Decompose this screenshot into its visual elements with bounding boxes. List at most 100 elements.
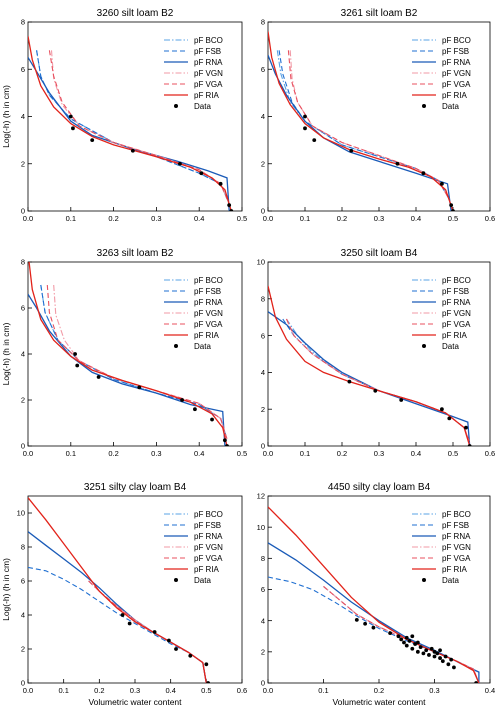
x-tick-label: 0.5 [237,214,247,223]
data-point [206,681,211,683]
y-axis-label: Log(-h) (h in cm) [1,322,11,385]
data-point [388,631,392,636]
series-line-pf-fsb [28,566,207,683]
x-tick-label: 0.5 [201,686,211,695]
legend-label: pF BCO [194,36,223,45]
x-tick-label: 0.4 [411,449,421,458]
data-point [467,444,472,446]
x-tick-label: 0.1 [318,686,328,695]
chart-panel-2: 3261 silt loam B2 0.0 0.1 0.2 0.3 0.4 0.5 0.6 0 2… [261,8,495,223]
x-tick-label: 0.5 [448,214,458,223]
data-point [447,416,452,421]
data-point [421,651,426,656]
data-point [222,438,227,443]
data-point [395,161,400,166]
data-point [188,653,193,658]
data-point [120,613,125,617]
data-point [199,171,204,176]
legend-label: pF BCO [442,276,471,285]
y-tick-label: 4 [21,112,25,121]
plot-area [28,497,211,683]
y-tick-label: 6 [261,585,265,594]
data-point [415,640,420,645]
data-point [227,203,232,207]
legend-label: pF RIA [194,331,220,340]
x-tick-label: 0.0 [263,449,273,458]
data-point [440,407,444,412]
series-line-pf-ria [28,262,228,446]
y-tick-label: 10 [257,258,265,267]
data-point [312,138,317,143]
x-tick-label: 0.5 [237,449,247,458]
data-point [371,625,376,630]
x-tick-label: 0.0 [23,686,33,695]
data-point [415,649,420,654]
chart-panel-3: 3263 silt loam B2 0.0 0.1 0.2 0.3 0.4 0.5 0 2 4 6 8… [1,248,247,458]
x-tick-label: 0.4 [165,686,175,695]
data-point [407,639,412,643]
x-axis-label: Volumetric water content [88,697,182,707]
series-line-pf-fsb [268,576,480,683]
series-line-pf-rna [268,311,471,446]
y-tick-label: 4 [261,368,265,377]
data-point [435,651,440,656]
series-line-pf-ria [28,36,232,211]
x-tick-label: 0.4 [411,214,421,223]
y-axis-label: Log(-h) (h in cm) [1,558,11,621]
legend-marker [174,578,178,582]
data-point [449,657,454,662]
data-point [443,654,448,659]
chart-panel-5: 3251 silty clay loam B4 0.0 0.1 0.2 0.3 0.4 0.… [1,482,247,707]
y-tick-label: 2 [261,159,265,168]
x-tick-label: 0.2 [337,449,347,458]
series-line-pf-ria [28,497,207,683]
data-point [410,646,415,651]
chart-title: 3261 silt loam B2 [341,8,418,19]
data-point [432,654,437,659]
y-tick-label: 4 [21,350,25,359]
legend: pF BCO pF FSB pF RNA pF VGN pF VGA pF RIA Data [412,276,471,351]
data-point [303,126,307,131]
legend-label: pF BCO [442,510,471,519]
y-tick-label: 0 [21,207,25,216]
y-tick-label: 12 [257,492,265,501]
legend-label: pF VGN [194,69,223,78]
x-tick-label: 0.3 [374,449,384,458]
data-point [449,203,454,207]
x-tick-label: 0.2 [374,686,384,695]
legend-label: pF VGN [194,543,223,552]
legend: pF BCO pF FSB pF RNA pF VGN pF VGA pF RIA Data [412,36,471,111]
y-tick-label: 6 [261,65,265,74]
data-point [193,407,197,412]
x-tick-label: 0.1 [58,686,68,695]
legend-label: pF FSB [442,287,469,296]
data-point [178,161,182,166]
data-point [71,126,75,131]
data-point [452,665,456,670]
x-tick-label: 0.0 [23,214,33,223]
x-tick-label: 0.6 [237,686,247,695]
y-tick-label: 6 [21,304,25,313]
x-tick-label: 0.6 [485,214,495,223]
data-point [464,425,468,430]
y-tick-label: 0 [261,442,265,451]
series-line-pf-vgn [88,580,207,683]
series-line-pf-ria [268,506,480,683]
y-tick-label: 4 [261,112,265,121]
x-tick-label: 0.5 [448,449,458,458]
data-point [421,171,426,176]
data-point [204,662,209,667]
legend-marker [422,344,426,348]
legend-label: pF VGA [194,80,223,89]
data-point [349,148,354,153]
data-point [440,659,445,664]
chart-title: 3260 silt loam B2 [97,8,174,19]
y-tick-label: 4 [261,616,265,625]
data-point [137,385,142,390]
data-point [424,648,429,653]
data-point [418,645,423,650]
legend: pF BCO pF FSB pF RNA pF VGN pF VGA pF RIA Data [412,510,471,585]
x-tick-label: 0.3 [374,214,384,223]
data-point [354,617,359,622]
data-point [402,640,406,645]
